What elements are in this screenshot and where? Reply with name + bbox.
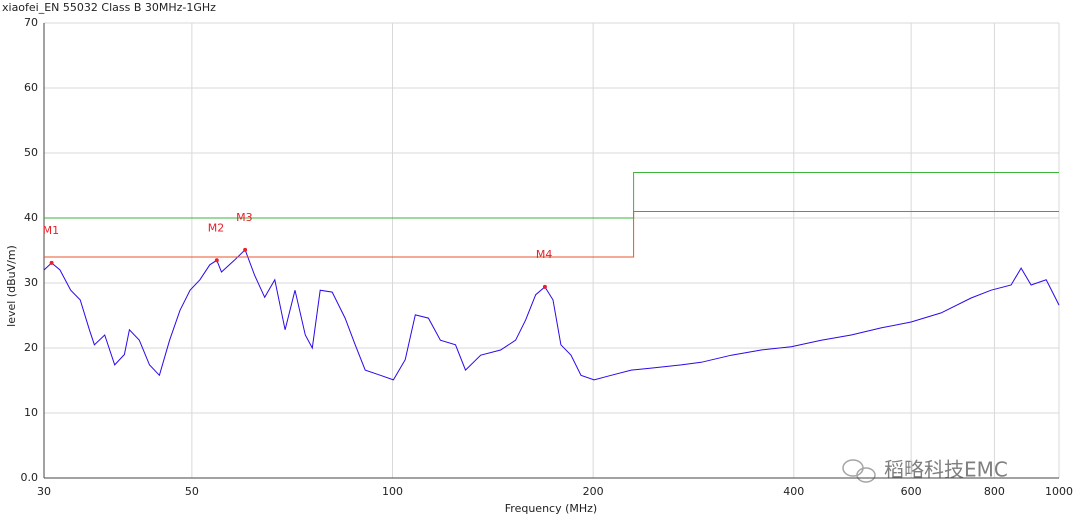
chart-title: xiaofei_EN 55032 Class B 30MHz-1GHz bbox=[2, 1, 216, 14]
x-axis-label: Frequency (MHz) bbox=[505, 502, 597, 515]
watermark-icon bbox=[856, 467, 876, 483]
y-tick-label: 60 bbox=[24, 81, 38, 94]
marker-point bbox=[49, 260, 54, 265]
series-line bbox=[44, 172, 1059, 219]
marker-label: M2 bbox=[208, 221, 225, 234]
series-line bbox=[44, 211, 1059, 258]
marker-point bbox=[243, 247, 248, 252]
x-tick-label: 50 bbox=[185, 485, 199, 498]
series-line bbox=[43, 248, 1060, 381]
y-tick-label: 10 bbox=[24, 406, 38, 419]
y-tick-label: 50 bbox=[24, 146, 38, 159]
y-tick-label: 70 bbox=[24, 16, 38, 29]
x-tick-label: 600 bbox=[901, 485, 922, 498]
y-tick-label: 30 bbox=[24, 276, 38, 289]
marker-label: M4 bbox=[536, 248, 553, 261]
x-tick-label: 800 bbox=[984, 485, 1005, 498]
y-axis-label: level (dBuV/m) bbox=[5, 245, 18, 327]
watermark-icon bbox=[842, 459, 864, 477]
x-tick-label: 200 bbox=[583, 485, 604, 498]
y-tick-label: 0.0 bbox=[21, 471, 39, 484]
x-tick-label: 100 bbox=[382, 485, 403, 498]
marker-point bbox=[542, 284, 547, 289]
x-tick-label: 1000 bbox=[1045, 485, 1073, 498]
marker-label: M3 bbox=[236, 211, 253, 224]
x-tick-label: 30 bbox=[37, 485, 51, 498]
y-tick-label: 40 bbox=[24, 211, 38, 224]
x-tick-label: 400 bbox=[783, 485, 804, 498]
y-tick-label: 20 bbox=[24, 341, 38, 354]
marker-label: M1 bbox=[43, 224, 60, 237]
marker-point bbox=[214, 258, 219, 263]
